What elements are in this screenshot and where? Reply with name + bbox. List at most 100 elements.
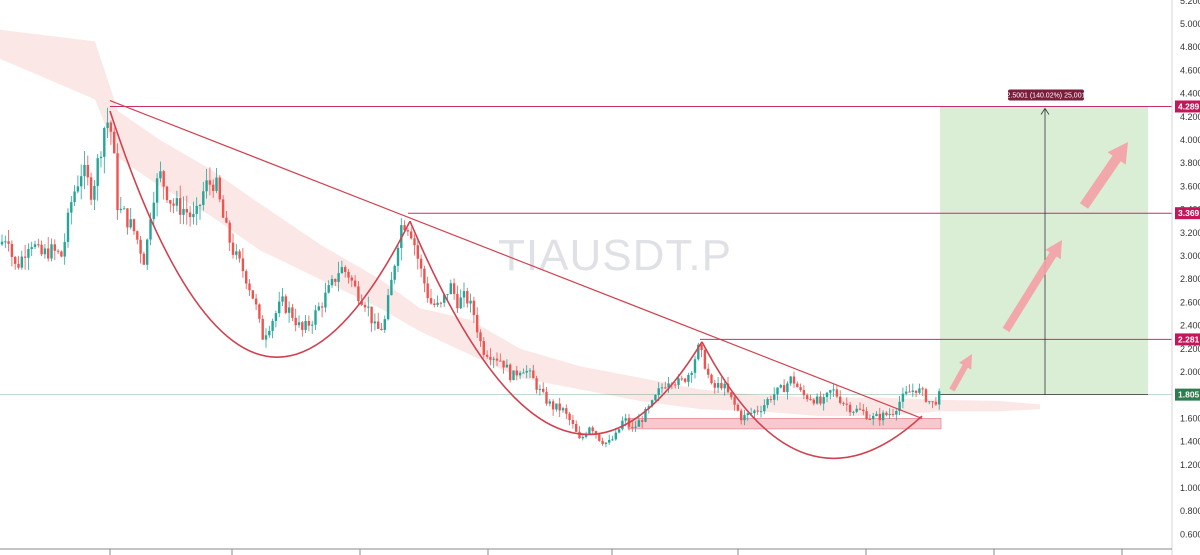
candle-body (815, 396, 819, 404)
candle-body (225, 217, 228, 223)
candle-body (139, 239, 142, 254)
candle-body (56, 250, 60, 252)
candle-body (888, 414, 891, 416)
candle-body (93, 185, 96, 200)
candle-body (654, 395, 657, 401)
candle-body (426, 283, 429, 299)
candle-body (436, 302, 439, 305)
candle-body (218, 177, 221, 200)
cup-arc-2 (409, 220, 703, 436)
y-tick-label: 4.800 (1180, 42, 1200, 52)
candle-body (584, 433, 588, 437)
candle-body (611, 439, 614, 441)
candle-body (898, 401, 901, 412)
candle-body (152, 202, 155, 220)
y-tick-label: 3.000 (1180, 251, 1200, 261)
candle-body (753, 410, 756, 414)
candle-body (278, 301, 281, 314)
candle-body (17, 263, 20, 268)
candle-body (716, 383, 720, 388)
candle-body (419, 258, 423, 269)
candle-body (334, 278, 337, 282)
candle-body (644, 409, 647, 422)
candle-body (10, 243, 14, 257)
candle-body (875, 413, 878, 416)
candle-body (357, 286, 360, 302)
candle-body (766, 399, 769, 406)
candle-body (179, 198, 182, 215)
candle-body (221, 199, 225, 218)
candle-body (499, 360, 502, 362)
candle-body (674, 384, 677, 386)
candle-body (37, 244, 40, 246)
candle-body (730, 392, 733, 398)
candle-body (492, 358, 495, 360)
candle-body (50, 244, 53, 259)
symbol-watermark: TIAUSDT.P (498, 231, 732, 280)
candle-body (63, 241, 66, 257)
candle-body (274, 313, 278, 321)
candle-body (396, 247, 400, 266)
candle-body (238, 251, 241, 259)
candle-body (776, 387, 779, 395)
candle-body (868, 419, 872, 421)
candle-body (614, 432, 617, 440)
candle-body (80, 176, 83, 187)
candle-body (637, 420, 641, 427)
y-tick-label: 5.000 (1180, 19, 1200, 29)
candle-body (723, 383, 726, 389)
y-tick-label: 5.200 (1180, 0, 1200, 6)
candle-body (482, 341, 485, 355)
candle-body (581, 436, 584, 439)
candle-body (291, 307, 294, 318)
candle-body (802, 390, 806, 396)
projection-arrow (949, 354, 972, 392)
y-tick-label: 4.200 (1180, 112, 1200, 122)
candle-body (76, 186, 80, 192)
candle-body (551, 401, 555, 410)
candle-body (443, 294, 446, 303)
candle-body (713, 383, 716, 388)
y-tick-label: 1.400 (1180, 437, 1200, 447)
candle-body (7, 241, 10, 244)
candle-body (865, 411, 868, 420)
candle-body (664, 387, 667, 389)
candle-body (377, 321, 380, 329)
y-tick-label: 2.800 (1180, 274, 1200, 284)
y-tick-label: 4.000 (1180, 135, 1200, 145)
y-tick-label: 2.400 (1180, 321, 1200, 331)
candle-body (281, 296, 284, 302)
candle-body (881, 412, 885, 421)
candle-body (677, 378, 680, 385)
candle-body (410, 231, 413, 239)
price-axis[interactable]: 5.200 5.000 4.800 4.600 4.400 4.200 4.000 3.800… (1171, 0, 1200, 555)
candle-body (891, 414, 895, 416)
candle-body (779, 385, 782, 388)
candle-body (109, 122, 113, 132)
candle-body (53, 244, 56, 251)
candle-body (228, 222, 231, 243)
candle-body (4, 241, 7, 243)
candle-body (743, 415, 746, 421)
candle-body (73, 191, 76, 203)
candle-body (938, 391, 941, 405)
y-tick-label: 3.200 (1180, 228, 1200, 238)
drawings-layer: 2.5001 (140.02%) 25,001 (109, 89, 1128, 460)
candle-body (353, 280, 357, 287)
candle-body (367, 306, 370, 308)
candle-body (198, 204, 202, 206)
candle-body (320, 306, 324, 308)
candle-body (188, 212, 192, 218)
candle-body (624, 418, 627, 421)
candle-body (43, 248, 47, 255)
candle-body (621, 420, 624, 430)
candle-body (40, 244, 43, 255)
candle-body (479, 332, 482, 342)
candle-body (700, 344, 703, 351)
candle-body (99, 156, 103, 159)
y-tick-label: 1.000 (1180, 483, 1200, 493)
candle-body (588, 427, 591, 434)
candle-body (231, 242, 235, 255)
candle-body (555, 403, 558, 410)
